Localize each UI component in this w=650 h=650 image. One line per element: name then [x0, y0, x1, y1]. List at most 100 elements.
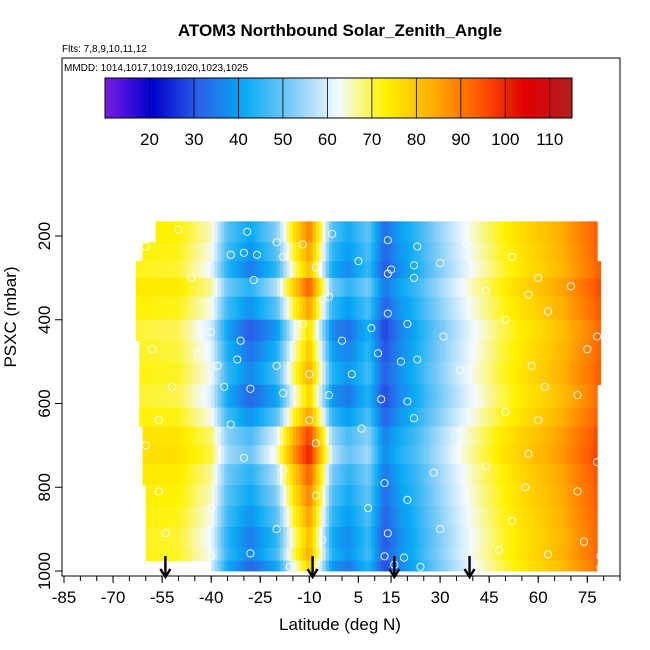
- heatmap-cell: [214, 296, 219, 321]
- heatmap-cell: [332, 319, 337, 342]
- heatmap-cell: [171, 277, 176, 298]
- heatmap-cell: [211, 527, 216, 549]
- heatmap-cell: [597, 296, 601, 321]
- heatmap-cell: [541, 340, 546, 363]
- heatmap-cell: [495, 277, 500, 298]
- heatmap-cell: [296, 277, 301, 298]
- heatmap-cell: [371, 242, 376, 262]
- heatmap-cell: [371, 221, 376, 243]
- heatmap-cell: [306, 426, 310, 446]
- heatmap-cell: [453, 560, 458, 572]
- heatmap-cell: [515, 485, 520, 507]
- heatmap-cell: [374, 547, 379, 561]
- heatmap-cell: [247, 485, 252, 507]
- heatmap-cell: [191, 445, 196, 465]
- heatmap-cell: [253, 384, 258, 409]
- heatmap-cell: [247, 560, 252, 572]
- heatmap-cell: [420, 445, 425, 465]
- colorbar-segment: [394, 78, 397, 118]
- heatmap-cell: [433, 296, 438, 321]
- heatmap-cell: [211, 407, 216, 427]
- heatmap-cell: [410, 527, 415, 549]
- heatmap-cell: [534, 506, 539, 528]
- heatmap-cell: [165, 445, 170, 465]
- heatmap-cell: [315, 361, 320, 386]
- heatmap-cell: [479, 319, 484, 342]
- heatmap-cell: [400, 319, 405, 342]
- heatmap-cell: [276, 506, 281, 528]
- heatmap-cell: [413, 560, 418, 572]
- heatmap-cell: [302, 319, 307, 342]
- x-axis-label: Latitude (deg N): [279, 615, 401, 634]
- heatmap-cell: [224, 242, 229, 262]
- heatmap-cell: [397, 506, 402, 528]
- heatmap-cell: [449, 506, 454, 528]
- heatmap-cell: [469, 547, 474, 561]
- heatmap-cell: [597, 361, 601, 386]
- colorbar-tick-label: 100: [491, 130, 519, 149]
- colorbar-segment: [402, 78, 406, 118]
- heatmap-cell: [142, 384, 147, 409]
- heatmap-cell: [469, 221, 474, 243]
- heatmap-cell: [410, 319, 415, 342]
- heatmap-cell: [260, 560, 265, 572]
- colorbar-segment: [511, 78, 515, 118]
- heatmap-cell: [531, 407, 536, 427]
- heatmap-cell: [548, 464, 552, 486]
- heatmap-cell: [364, 445, 369, 465]
- heatmap-cell: [433, 407, 438, 427]
- heatmap-cell: [570, 384, 575, 409]
- heatmap-cell: [139, 384, 144, 409]
- heatmap-cell: [381, 527, 386, 549]
- heatmap-cell: [498, 445, 503, 465]
- heatmap-cell: [420, 277, 425, 298]
- heatmap-cell: [260, 361, 265, 386]
- heatmap-cell: [554, 560, 559, 572]
- heatmap-cell: [345, 506, 350, 528]
- heatmap-cell: [538, 277, 543, 298]
- heatmap-cell: [319, 242, 323, 262]
- colorbar-segment: [416, 78, 420, 118]
- heatmap-cell: [204, 527, 209, 549]
- heatmap-cell: [204, 319, 209, 342]
- observation-point: [298, 240, 307, 249]
- heatmap-cell: [227, 296, 232, 321]
- heatmap-cell: [593, 277, 598, 298]
- heatmap-cell: [590, 221, 595, 243]
- heatmap-cell: [368, 426, 373, 446]
- heatmap-cell: [534, 340, 539, 363]
- colorbar-segment: [282, 78, 286, 118]
- heatmap-cell: [557, 527, 562, 549]
- heatmap-cell: [181, 242, 186, 262]
- heatmap-cell: [230, 445, 235, 465]
- heatmap-cell: [328, 277, 333, 298]
- heatmap-cell: [459, 506, 464, 528]
- heatmap-cell: [423, 242, 428, 262]
- heatmap-cell: [266, 407, 271, 427]
- heatmap-cell: [384, 426, 389, 446]
- heatmap-cell: [456, 560, 461, 572]
- heatmap-cell: [266, 506, 271, 528]
- heatmap-cell: [391, 261, 395, 279]
- heatmap-cell: [296, 242, 301, 262]
- heatmap-cell: [472, 384, 477, 409]
- heatmap-cell: [302, 340, 307, 363]
- heatmap-cell: [423, 506, 428, 528]
- colorbar-segment: [460, 78, 464, 118]
- heatmap-cell: [570, 221, 575, 243]
- heatmap-cell: [276, 547, 281, 561]
- colorbar-segment: [536, 78, 540, 118]
- colorbar-segment: [380, 78, 384, 118]
- heatmap-cell: [564, 527, 569, 549]
- heatmap-cell: [234, 384, 238, 409]
- heatmap-cell: [292, 296, 297, 321]
- heatmap-cell: [364, 261, 369, 279]
- heatmap-cell: [322, 319, 327, 342]
- heatmap-cell: [476, 464, 480, 486]
- heatmap-cell: [528, 485, 533, 507]
- heatmap-cell: [201, 221, 206, 243]
- heatmap-cell: [296, 340, 301, 363]
- heatmap-cell: [273, 340, 278, 363]
- heatmap-cell: [273, 296, 278, 321]
- heatmap-cell: [279, 560, 284, 572]
